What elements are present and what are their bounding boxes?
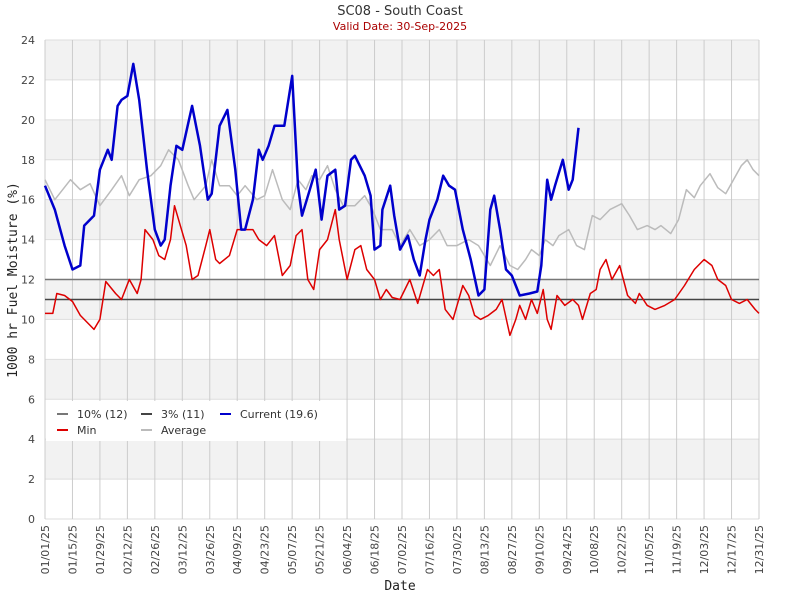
y-tick-label: 20 bbox=[21, 114, 35, 127]
x-tick-label: 12/31/25 bbox=[753, 525, 766, 574]
y-tick-label: 4 bbox=[28, 433, 35, 446]
x-tick-label: 05/07/25 bbox=[286, 525, 299, 574]
x-tick-label: 08/13/25 bbox=[478, 525, 491, 574]
legend: 10% (12) 3% (11) Current (19.6) Min Aver… bbox=[46, 401, 346, 441]
x-tick-label: 02/26/25 bbox=[149, 525, 162, 574]
x-tick-label: 03/26/25 bbox=[204, 525, 217, 574]
x-tick-label: 10/22/25 bbox=[616, 525, 629, 574]
x-tick-label: 12/17/25 bbox=[726, 525, 739, 574]
x-tick-label: 07/02/25 bbox=[396, 525, 409, 574]
chart-title: SC08 - South Coast bbox=[337, 4, 463, 19]
x-tick-label: 03/12/25 bbox=[176, 525, 189, 574]
y-tick-label: 24 bbox=[21, 34, 35, 47]
x-tick-label: 06/04/25 bbox=[341, 525, 354, 574]
x-axis-label: Date bbox=[384, 579, 415, 594]
x-tick-label: 11/19/25 bbox=[671, 525, 684, 574]
x-tick-label: 07/16/25 bbox=[423, 525, 436, 574]
chart-subtitle: Valid Date: 30-Sep-2025 bbox=[333, 20, 467, 33]
x-tick-label: 04/09/25 bbox=[231, 525, 244, 574]
legend-10pct: 10% (12) bbox=[77, 408, 128, 421]
x-tick-label: 07/30/25 bbox=[451, 525, 464, 574]
x-tick-label: 05/21/25 bbox=[314, 525, 327, 574]
legend-current: Current (19.6) bbox=[240, 408, 318, 421]
y-tick-label: 12 bbox=[21, 274, 35, 287]
x-tick-label: 04/23/25 bbox=[259, 525, 272, 574]
x-tick-label: 09/24/25 bbox=[561, 525, 574, 574]
series-line-min bbox=[45, 204, 760, 337]
series-line-current bbox=[43, 62, 580, 297]
legend-min: Min bbox=[77, 424, 97, 437]
y-tick-label: 10 bbox=[21, 313, 35, 326]
y-tick-label: 8 bbox=[28, 353, 35, 366]
y-tick-label: 14 bbox=[21, 234, 35, 247]
x-tick-label: 12/03/25 bbox=[698, 525, 711, 574]
x-tick-label: 06/18/25 bbox=[369, 525, 382, 574]
y-tick-label: 6 bbox=[28, 393, 35, 406]
legend-average: Average bbox=[161, 424, 206, 437]
x-tick-label: 10/08/25 bbox=[588, 525, 601, 574]
x-tick-label: 09/10/25 bbox=[533, 525, 546, 574]
y-tick-label: 16 bbox=[21, 194, 35, 207]
y-tick-label: 0 bbox=[28, 513, 35, 526]
y-tick-label: 22 bbox=[21, 74, 35, 87]
x-tick-label: 02/12/25 bbox=[121, 525, 134, 574]
y-tick-label: 2 bbox=[28, 473, 35, 486]
x-tick-label: 01/01/25 bbox=[39, 525, 52, 574]
x-tick-label: 08/27/25 bbox=[506, 525, 519, 574]
x-tick-label: 01/15/25 bbox=[66, 525, 79, 574]
y-tick-label: 18 bbox=[21, 154, 35, 167]
x-tick-label: 11/05/25 bbox=[643, 525, 656, 574]
y-axis-label: 1000 hr Fuel Moisture (%) bbox=[6, 182, 21, 378]
x-tick-label: 01/29/25 bbox=[94, 525, 107, 574]
legend-3pct: 3% (11) bbox=[161, 408, 205, 421]
series-line-average bbox=[44, 149, 760, 271]
